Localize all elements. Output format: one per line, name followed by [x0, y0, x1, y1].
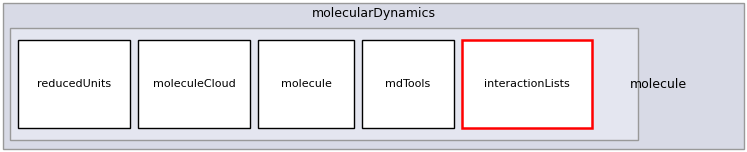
- Text: moleculeCloud: moleculeCloud: [152, 79, 235, 89]
- Bar: [10, 28, 638, 140]
- Text: reducedUnits: reducedUnits: [37, 79, 111, 89]
- Text: molecule: molecule: [630, 78, 686, 90]
- Text: molecule: molecule: [281, 79, 332, 89]
- Text: molecularDynamics: molecularDynamics: [312, 7, 436, 21]
- Bar: [362, 40, 454, 128]
- Bar: [258, 40, 354, 128]
- Text: mdTools: mdTools: [385, 79, 430, 89]
- Bar: [138, 40, 250, 128]
- Bar: [18, 40, 130, 128]
- Bar: [462, 40, 592, 128]
- Text: interactionLists: interactionLists: [484, 79, 570, 89]
